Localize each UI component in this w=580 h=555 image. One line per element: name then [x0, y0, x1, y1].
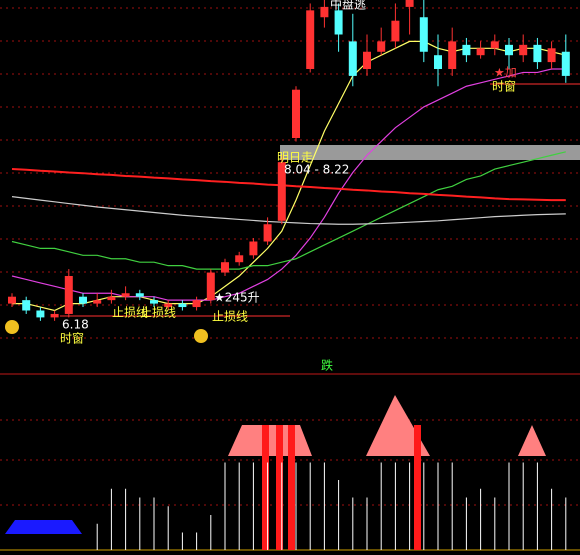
moving-average	[12, 40, 566, 312]
candle-body	[192, 300, 201, 308]
signal-zone	[518, 425, 546, 456]
moving-average	[11, 68, 566, 301]
candle-body	[263, 224, 272, 242]
candle-body	[476, 48, 485, 56]
candle-body	[348, 41, 357, 76]
candle-body	[235, 255, 244, 263]
annotation: 中盘逃	[330, 0, 366, 12]
candle-body	[150, 300, 158, 304]
face-icon	[194, 329, 208, 343]
signal-bar	[288, 425, 295, 550]
annotation: 时窗	[60, 332, 84, 346]
candle-body	[79, 296, 87, 304]
candle-body	[561, 51, 570, 76]
candle-body	[462, 44, 471, 56]
annotation: 止损线	[212, 310, 248, 324]
candle-body	[221, 262, 229, 273]
signal-bar	[276, 425, 283, 550]
candle-body	[292, 89, 300, 138]
annotation: 明日走	[277, 151, 313, 165]
candle-body	[277, 162, 286, 221]
candle-body	[206, 272, 215, 301]
candle-body	[363, 51, 371, 69]
candle-body	[306, 10, 315, 70]
candle-body	[249, 241, 258, 256]
annotation: 8.04 - 8.22	[284, 163, 349, 177]
candle-body	[405, 0, 414, 7]
signal-bar	[414, 425, 421, 550]
candle-body	[107, 296, 116, 301]
candle-body	[64, 276, 73, 314]
annotation: 时窗	[492, 80, 516, 94]
candle-body	[22, 300, 31, 311]
candle-body	[93, 300, 102, 304]
candle-body	[320, 6, 329, 18]
candle-body	[547, 48, 556, 63]
signal-zone	[5, 520, 82, 534]
candle-body	[490, 41, 499, 49]
annotation: 止损线	[112, 306, 148, 320]
candle-body	[36, 310, 45, 318]
forecast-band	[280, 145, 580, 160]
candle-body	[519, 44, 528, 56]
moving-average	[11, 168, 566, 202]
signal-zone	[228, 425, 312, 456]
candle-body	[377, 41, 386, 52]
annotation: 止损线	[140, 306, 176, 320]
moving-average	[11, 151, 566, 270]
candle-body	[135, 293, 144, 297]
moving-average	[11, 196, 566, 225]
faces	[5, 320, 208, 343]
candle-body	[50, 313, 59, 318]
candle-body	[419, 17, 428, 52]
candle-body	[121, 293, 130, 297]
candle-body	[178, 303, 187, 308]
annotation: 跌	[321, 358, 333, 373]
candle-body	[391, 20, 400, 42]
annotation: ★245升	[214, 291, 260, 305]
annotation: ★加	[494, 66, 517, 80]
signal-bar	[262, 425, 269, 550]
annotation: 6.18	[62, 318, 89, 332]
candle-body	[505, 44, 513, 56]
candle-body	[533, 44, 542, 63]
face-icon	[5, 320, 19, 334]
candle-body	[434, 55, 442, 69]
candle-body	[334, 10, 343, 35]
candle-body	[8, 296, 16, 304]
candle-body	[448, 41, 457, 69]
indicator-panel	[5, 395, 567, 550]
candle-body	[164, 303, 173, 308]
